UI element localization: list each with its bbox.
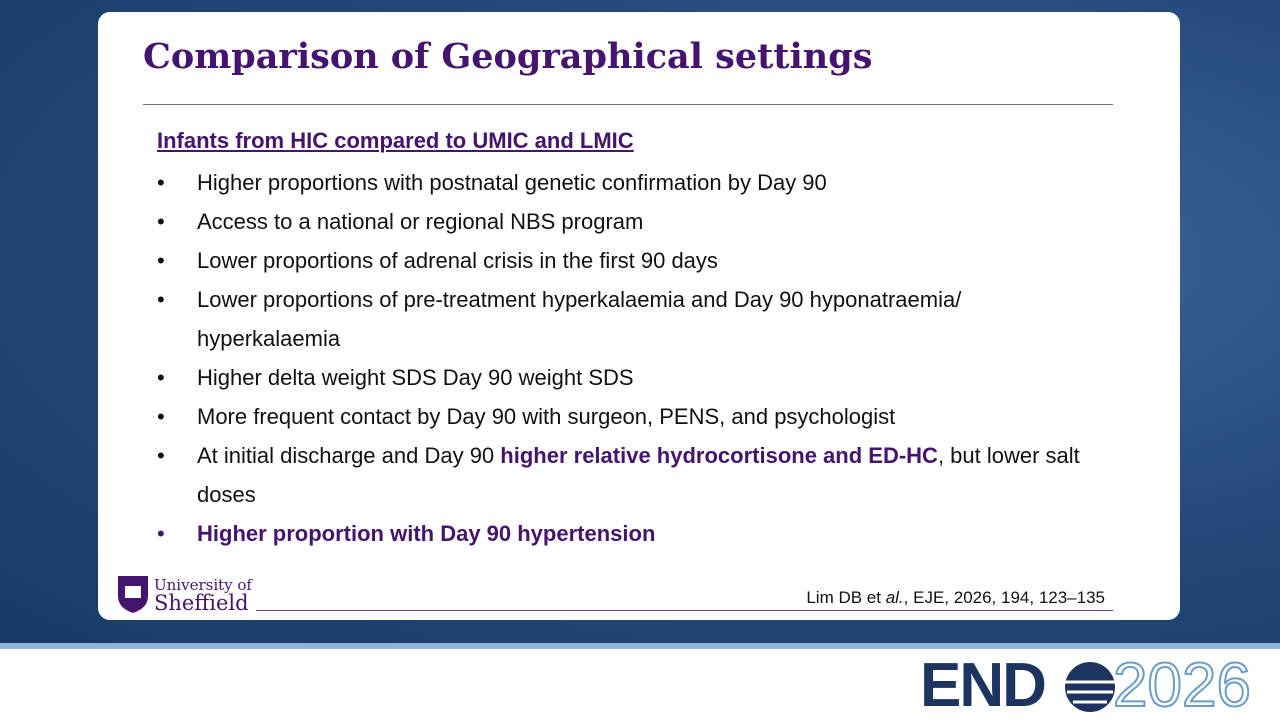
bullet-text: More frequent contact by Day 90 with sur… [197,404,896,429]
title: Comparison of Geographical settings [143,36,873,77]
bullet: At initial discharge and Day 90 higher r… [157,436,1097,514]
bullet-text: Higher delta weight SDS Day 90 weight SD… [197,365,634,390]
university-logo: University of Sheffield [116,574,252,619]
bullet: More frequent contact by Day 90 with sur… [157,397,1097,436]
bullet-text: Higher proportion with Day 90 hypertensi… [197,521,656,546]
bullet-text: higher relative hydrocortisone and ED-HC [500,443,938,468]
divider [143,104,1113,105]
globe [1065,662,1115,712]
citation: Lim DB et al., EJE, 2026, 194, 123–135 [806,588,1105,608]
bullet-text: Higher proportions with postnatal geneti… [197,170,827,195]
bullet: Higher proportions with postnatal geneti… [157,163,1097,202]
slide-card: Comparison of Geographical settings Infa… [98,12,1180,620]
bullet: Higher delta weight SDS Day 90 weight SD… [157,358,1097,397]
crest [118,576,148,613]
bullet: Higher proportion with Day 90 hypertensi… [157,514,1097,553]
bullet: Access to a national or regional NBS pro… [157,202,1097,241]
bullet-text: Access to a national or regional NBS pro… [197,209,644,234]
logo-line: University of [154,576,252,594]
citation-etal: al. [885,588,904,607]
bullet-text: Lower proportions of pre-treatment hyper… [197,287,962,351]
event-year: 2026 [1112,650,1252,721]
citation-authors: Lim DB et [806,588,886,607]
bullet-text: Lower proportions of adrenal crisis in t… [197,248,718,273]
bullet-text: At initial discharge and Day 90 [197,443,501,468]
bullet: Lower proportions of pre-treatment hyper… [157,280,1097,358]
citation-rule [256,610,1113,611]
citation-rest: , EJE, 2026, 194, 123–135 [903,588,1105,607]
bullet: Lower proportions of adrenal crisis in t… [157,241,1097,280]
logo-line: Sheffield [154,591,249,615]
event-name: END [920,651,1047,720]
subheading: Infants from HIC compared to UMIC and LM… [157,128,634,153]
bullet-text: , but lower salt doses [197,443,1080,507]
bullet-list: Higher proportions with postnatal geneti… [157,163,1097,553]
